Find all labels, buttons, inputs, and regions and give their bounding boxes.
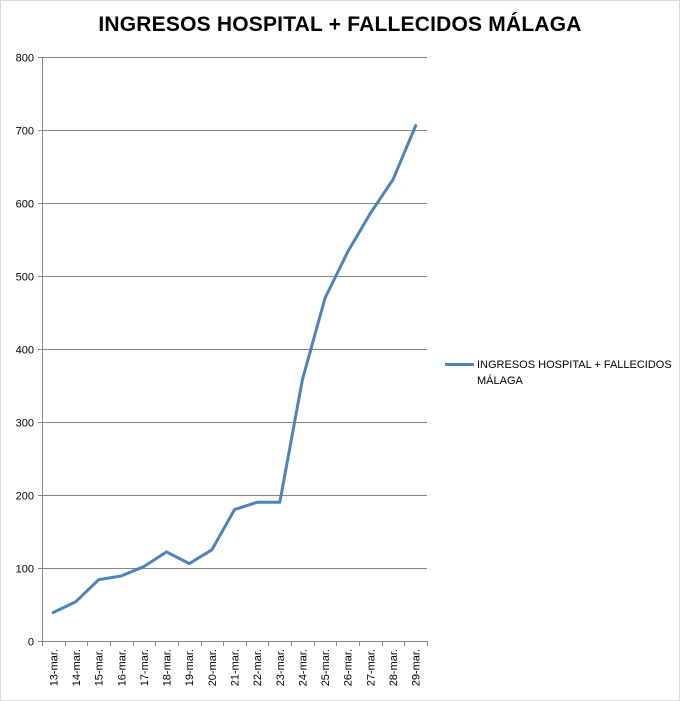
x-tick-label: 24-mar. bbox=[297, 649, 309, 686]
x-axis-tick-labels: 13-mar. 14-mar. 15-mar. 16-mar. 17-mar. 18-ma… bbox=[48, 649, 422, 686]
chart-title: INGRESOS HOSPITAL + FALLECIDOS MÁLAGA bbox=[98, 13, 582, 36]
x-tick-label: 23-mar. bbox=[275, 649, 287, 686]
x-tick-label: 19-mar. bbox=[184, 649, 196, 686]
axes bbox=[38, 57, 428, 646]
x-tick-label: 16-mar. bbox=[116, 649, 128, 686]
y-tick-label: 400 bbox=[16, 345, 34, 357]
x-tick-label: 26-mar. bbox=[343, 649, 355, 686]
x-tick-label: 17-mar. bbox=[139, 649, 151, 686]
y-tick-label: 0 bbox=[28, 637, 34, 649]
x-tick-label: 27-mar. bbox=[365, 649, 377, 686]
x-tick-label: 21-mar. bbox=[230, 649, 242, 686]
x-tick-label: 15-mar. bbox=[94, 649, 106, 686]
y-tick-label: 300 bbox=[16, 418, 34, 430]
x-tick-label: 13-mar. bbox=[48, 649, 60, 686]
x-tick-label: 28-mar. bbox=[388, 649, 400, 686]
x-tick-label: 18-mar. bbox=[162, 649, 174, 686]
series-line bbox=[51, 124, 418, 614]
y-tick-label: 700 bbox=[16, 126, 34, 138]
y-tick-label: 800 bbox=[16, 53, 34, 65]
x-tick-label: 20-mar. bbox=[207, 649, 219, 686]
x-tick-label: 25-mar. bbox=[320, 649, 332, 686]
gridlines bbox=[42, 57, 427, 569]
series-lines bbox=[51, 124, 418, 614]
y-axis-tick-labels: 0 100 200 300 400 500 600 700 800 bbox=[16, 53, 34, 649]
y-tick-label: 100 bbox=[16, 564, 34, 576]
x-tick-label: 29-mar. bbox=[411, 649, 423, 686]
y-tick-label: 200 bbox=[16, 491, 34, 503]
x-tick-label: 14-mar. bbox=[71, 649, 83, 686]
y-tick-label: 500 bbox=[16, 272, 34, 284]
y-tick-label: 600 bbox=[16, 199, 34, 211]
legend-swatch bbox=[445, 363, 474, 366]
legend-label: INGRESOS HOSPITAL + FALLECIDOS MÁLAGA bbox=[477, 359, 672, 387]
x-tick-label: 22-mar. bbox=[252, 649, 264, 686]
